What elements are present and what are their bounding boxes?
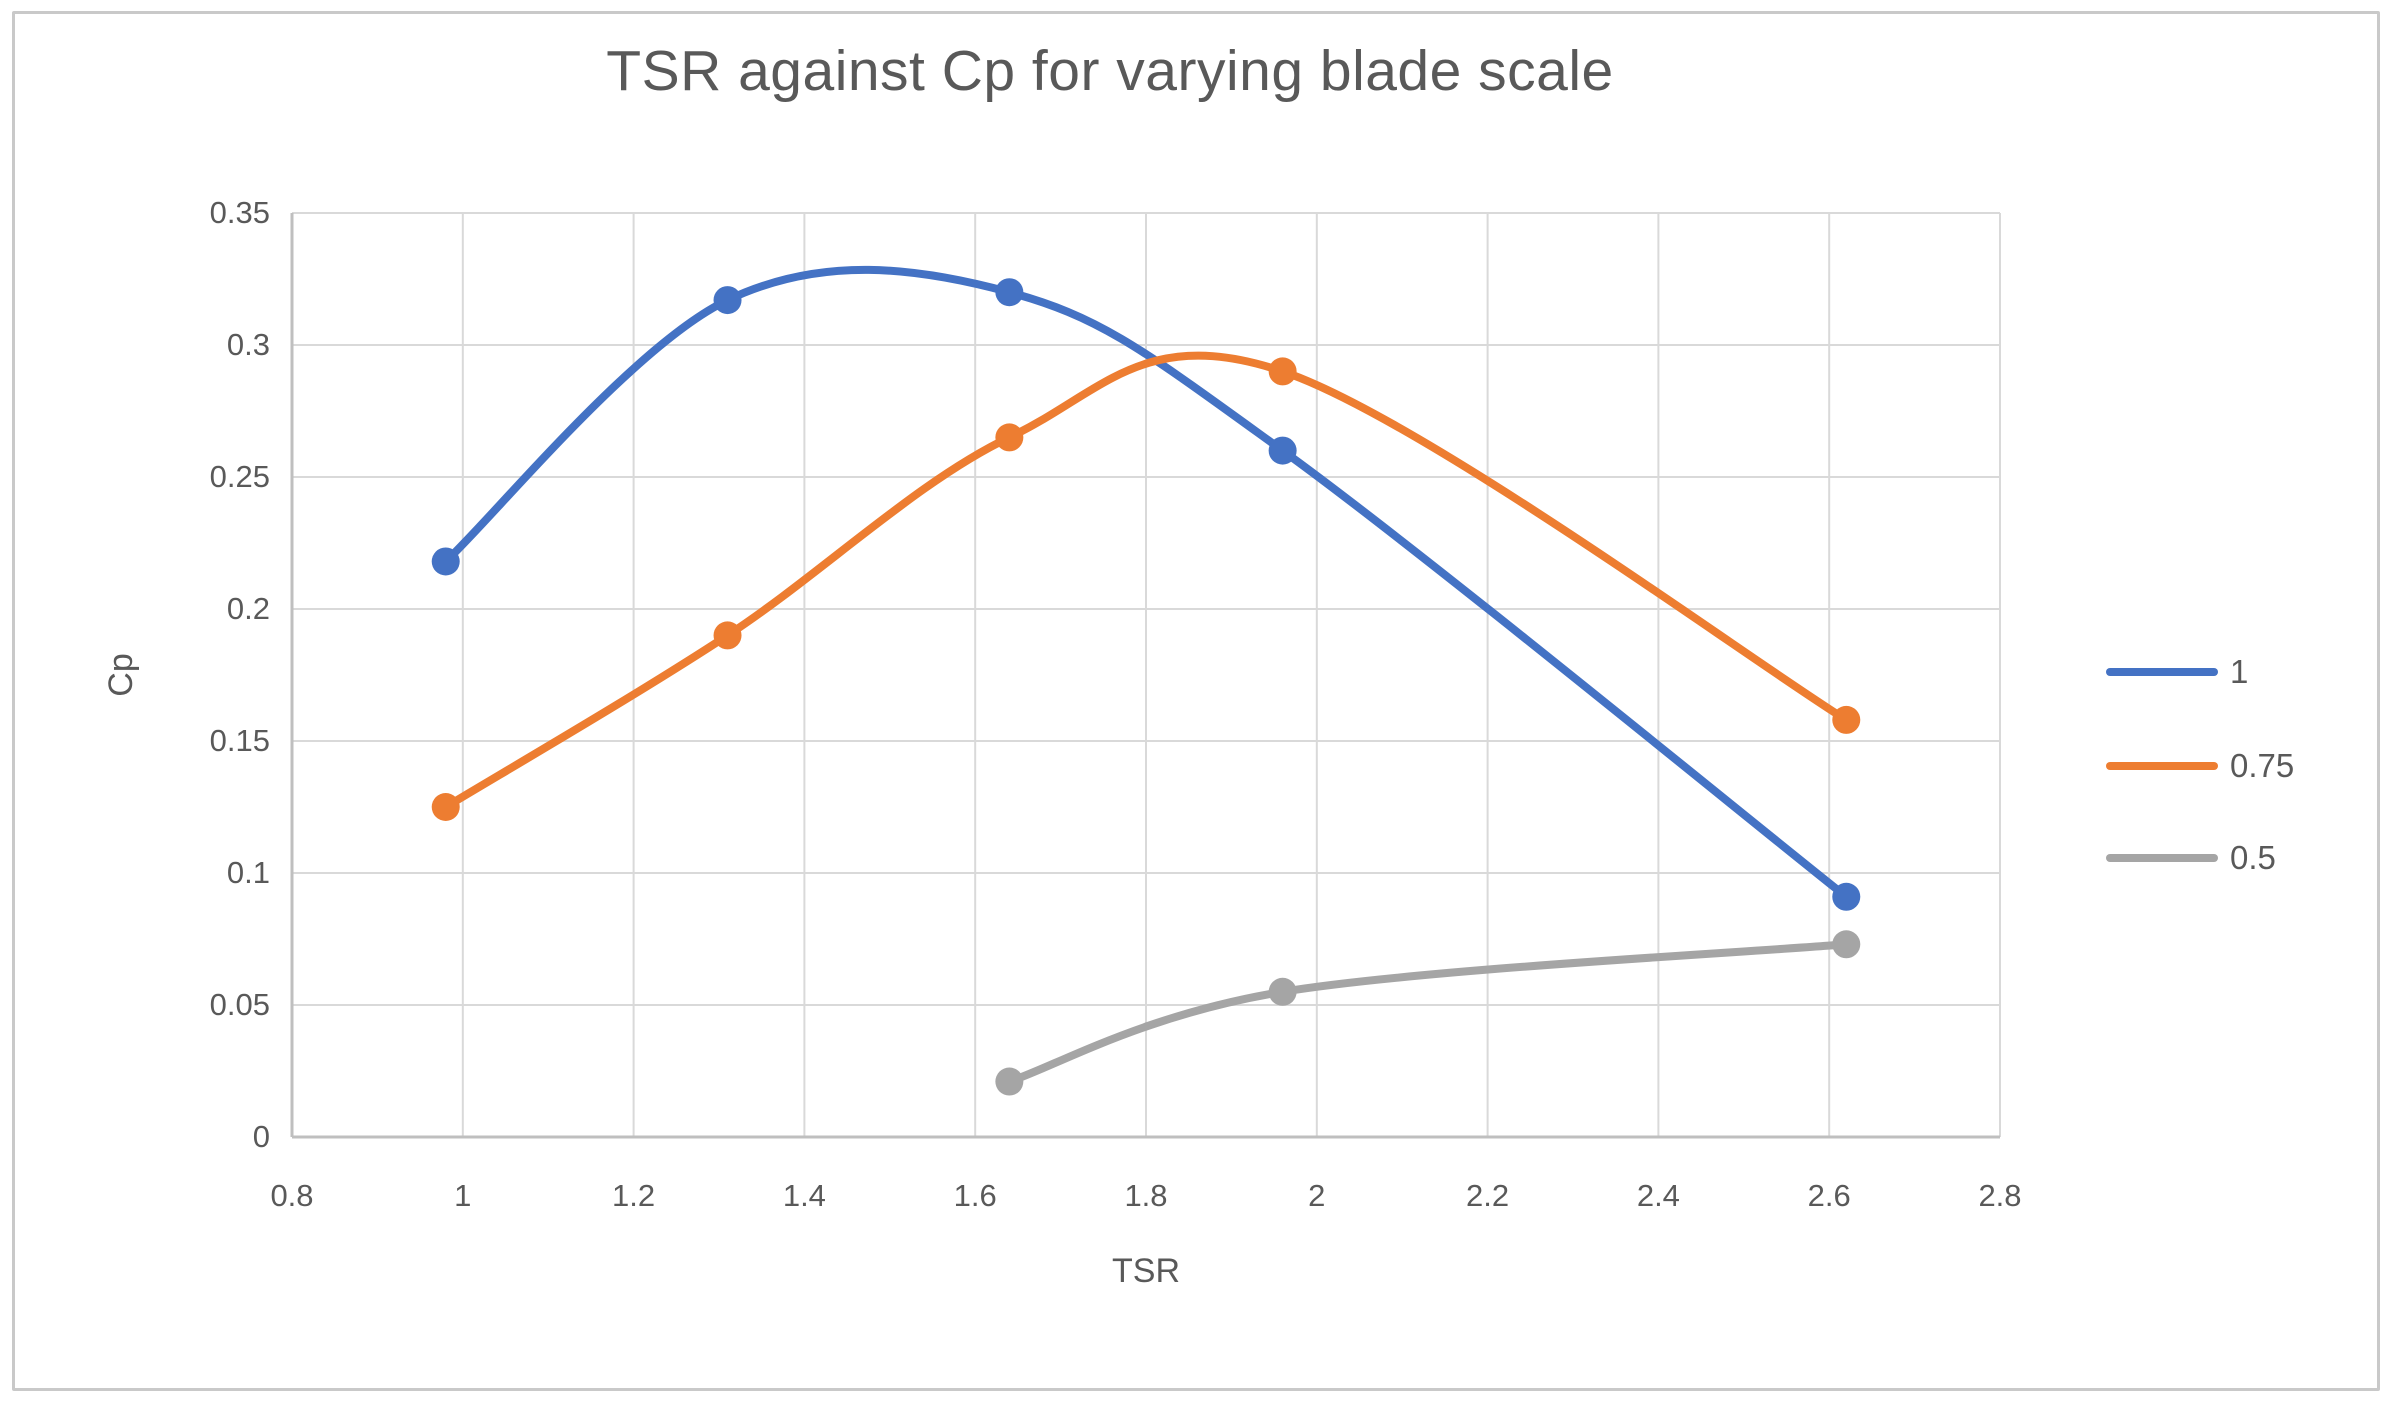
x-tick-label: 1	[454, 1178, 472, 1213]
series-line-1	[441, 265, 1851, 901]
y-tick-label: 0.15	[209, 723, 270, 758]
y-axis-title: Cp	[102, 653, 140, 697]
series-marker-0.5	[995, 1067, 1024, 1096]
series-marker-1	[1832, 882, 1861, 911]
series-marker-0.75	[1832, 705, 1861, 734]
series-line-0.75	[441, 351, 1851, 811]
x-tick-label: 1.4	[782, 1178, 826, 1213]
legend-item-0.75: 0.75	[2106, 746, 2294, 786]
legend-swatch	[2106, 668, 2218, 676]
series-marker-1	[1268, 436, 1297, 465]
x-tick-label: 2.4	[1636, 1178, 1680, 1213]
legend-swatch	[2106, 762, 2218, 770]
x-tick-label: 1.2	[612, 1178, 656, 1213]
y-tick-label: 0.1	[226, 855, 270, 890]
x-tick-label: 1.6	[953, 1178, 997, 1213]
x-tick-label: 2	[1308, 1178, 1326, 1213]
x-tick-label: 2.8	[1978, 1178, 2022, 1213]
x-tick-label: 2.2	[1466, 1178, 1510, 1213]
y-tick-label: 0.05	[209, 987, 270, 1022]
legend-label: 1	[2230, 653, 2249, 690]
series-marker-0.75	[1268, 357, 1297, 386]
y-tick-label: 0.25	[209, 459, 270, 494]
series-marker-1	[995, 278, 1024, 307]
series-marker-1	[713, 286, 742, 315]
chart-title: TSR against Cp for varying blade scale	[606, 39, 1614, 103]
x-tick-label: 1.8	[1124, 1178, 1168, 1213]
series-marker-0.75	[431, 793, 460, 821]
legend-item-0.5: 0.5	[2106, 838, 2276, 878]
y-tick-label: 0.35	[209, 195, 270, 230]
x-tick-label: 0.8	[270, 1178, 314, 1213]
series-marker-0.75	[995, 423, 1024, 452]
x-tick-label: 2.6	[1807, 1178, 1851, 1213]
series-line-0.5	[1005, 940, 1851, 1086]
legend-label: 0.75	[2230, 747, 2295, 784]
y-tick-label: 0.3	[226, 327, 270, 362]
series-marker-0.5	[1832, 930, 1861, 959]
series-marker-1	[431, 547, 460, 576]
series-marker-0.75	[713, 621, 742, 650]
y-tick-label: 0	[252, 1119, 270, 1154]
y-tick-label: 0.2	[226, 591, 270, 626]
legend-swatch	[2106, 854, 2218, 862]
legend-item-1: 1	[2106, 652, 2248, 692]
x-axis-title: TSR	[1112, 1252, 1180, 1290]
series-marker-0.5	[1268, 977, 1297, 1006]
legend-label: 0.5	[2230, 839, 2276, 876]
